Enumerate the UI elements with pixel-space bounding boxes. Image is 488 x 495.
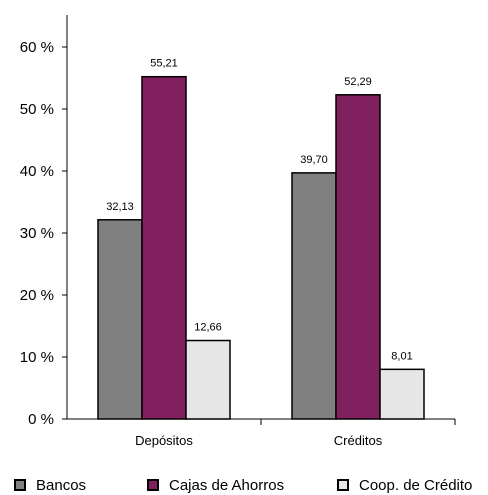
legend-label: Cajas de Ahorros bbox=[169, 477, 284, 494]
bars: 32,13 55,21 12,66 39,70 52,29 8,01 bbox=[97, 58, 425, 420]
legend-label: Bancos bbox=[36, 477, 86, 494]
y-tick-label: 20 % bbox=[20, 287, 54, 304]
bar bbox=[97, 219, 143, 420]
legend-swatch bbox=[14, 479, 26, 491]
legend: Bancos Cajas de Ahorros Coop. de Crédito bbox=[14, 477, 472, 494]
data-label: 32,13 bbox=[106, 201, 134, 213]
y-tick-label: 50 % bbox=[20, 101, 54, 118]
y-axis-ticks: 0 % 10 % 20 % 30 % 40 % 50 % 60 % bbox=[20, 39, 67, 428]
data-label: 8,01 bbox=[391, 350, 412, 362]
bar bbox=[291, 172, 337, 420]
y-tick-label: 0 % bbox=[28, 411, 54, 428]
bar bbox=[335, 94, 381, 420]
x-axis-categories: Depósitos Créditos bbox=[135, 433, 383, 448]
y-tick-label: 60 % bbox=[20, 39, 54, 56]
data-label: 55,21 bbox=[150, 58, 178, 70]
data-label: 39,70 bbox=[300, 154, 328, 166]
legend-swatch bbox=[337, 479, 349, 491]
bar bbox=[141, 75, 187, 420]
y-tick-label: 10 % bbox=[20, 349, 54, 366]
x-category-label: Depósitos bbox=[135, 433, 193, 448]
data-label: 12,66 bbox=[194, 322, 222, 334]
x-category-label: Créditos bbox=[334, 433, 383, 448]
bar bbox=[379, 368, 425, 420]
legend-swatch bbox=[147, 479, 159, 491]
data-label: 52,29 bbox=[344, 76, 372, 88]
y-tick-label: 40 % bbox=[20, 163, 54, 180]
bar bbox=[185, 339, 231, 420]
legend-label: Coop. de Crédito bbox=[359, 477, 472, 494]
y-tick-label: 30 % bbox=[20, 225, 54, 242]
